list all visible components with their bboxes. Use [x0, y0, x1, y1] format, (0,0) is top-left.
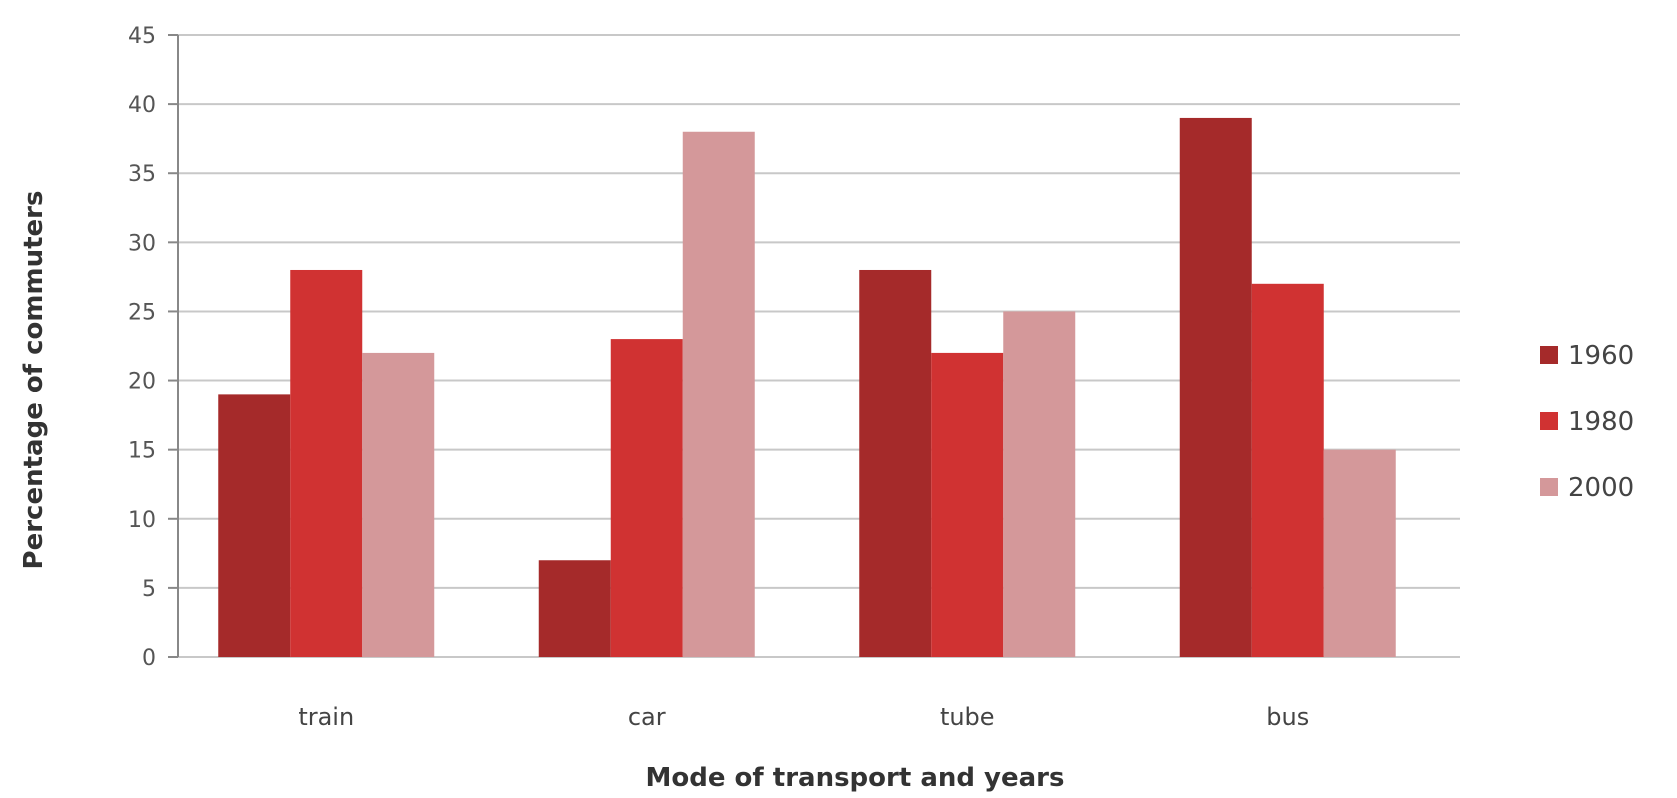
y-axis-title: Percentage of commuters	[19, 191, 49, 570]
legend-swatch-1960	[1540, 346, 1558, 364]
legend: 1960 1980 2000	[1540, 341, 1634, 503]
legend-label-1980: 1980	[1568, 407, 1634, 437]
bar-1960-train	[218, 394, 291, 657]
x-category-label: bus	[1266, 703, 1309, 731]
bar-1960-car	[538, 560, 611, 657]
legend-swatch-1980	[1540, 412, 1558, 430]
x-category-label: tube	[940, 703, 995, 731]
bar-1980-tube	[931, 352, 1004, 657]
bar-1980-train	[290, 269, 363, 657]
x-category-label: car	[628, 703, 666, 731]
x-axis-title: Mode of transport and years	[646, 763, 1065, 793]
bar-2000-tube	[1003, 311, 1076, 657]
bar-1960-tube	[859, 269, 932, 657]
y-tick-label: 25	[128, 300, 156, 325]
y-tick-label: 20	[128, 370, 156, 395]
bar-2000-bus	[1323, 449, 1396, 657]
bar-1960-bus	[1179, 117, 1252, 657]
y-tick-label: 5	[142, 577, 156, 602]
y-tick-label: 35	[128, 162, 156, 187]
legend-label-1960: 1960	[1568, 341, 1634, 371]
bars	[218, 117, 1396, 657]
y-tick-label: 40	[128, 93, 156, 118]
x-axis-labels: train car tube bus	[298, 703, 1309, 731]
y-tick-label: 0	[142, 646, 156, 671]
bar-1980-bus	[1251, 283, 1324, 657]
bar-2000-train	[362, 352, 435, 657]
y-tick-label: 45	[128, 24, 156, 49]
legend-swatch-2000	[1540, 478, 1558, 496]
y-tick-label: 10	[128, 508, 156, 533]
y-tick-label: 15	[128, 439, 156, 464]
legend-label-2000: 2000	[1568, 473, 1634, 503]
y-axis-ticks: 0 5 10 15 20 25 30 35 40 45	[128, 24, 178, 671]
bar-2000-car	[682, 131, 755, 657]
bar-1980-car	[610, 339, 683, 657]
y-tick-label: 30	[128, 231, 156, 256]
x-category-label: train	[298, 703, 354, 731]
